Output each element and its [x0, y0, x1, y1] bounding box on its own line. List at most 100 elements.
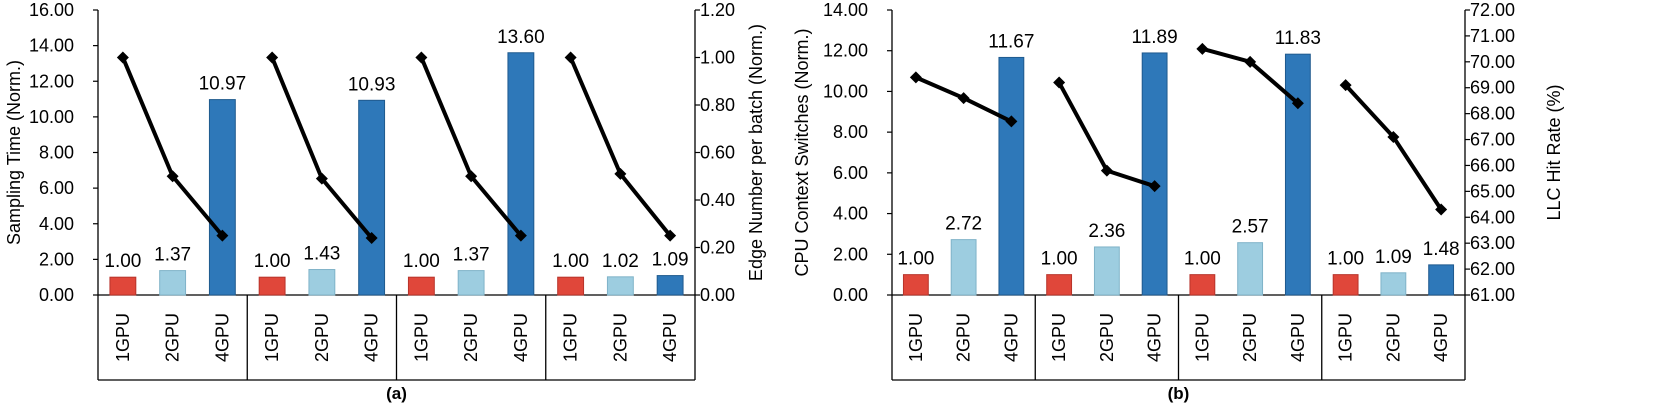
chart1-line-point — [116, 51, 129, 64]
chart2-bar-data-label: 2.57 — [1232, 217, 1269, 238]
chart2-y-tick-label: 4.00 — [833, 204, 868, 224]
chart1-y-tick-label: 6.00 — [39, 178, 74, 198]
chart2-y-tick-label: 14.00 — [823, 0, 868, 20]
chart1-bar-data-label: 1.09 — [652, 250, 689, 271]
chart1-y-axis-title: Sampling Time (Norm.) — [4, 60, 24, 245]
chart1-bar-2gpu — [159, 270, 187, 296]
chart1-bar-data-label: 1.43 — [303, 244, 340, 265]
chart2-line-point — [1100, 164, 1113, 177]
chart2-y2-tick-label: 65.00 — [1470, 181, 1515, 201]
chart1-bar-4gpu — [507, 52, 535, 296]
chart1-line-point — [415, 51, 428, 64]
chart2-bar-2gpu — [1237, 242, 1264, 296]
chart2-y-tick-label: 2.00 — [833, 244, 868, 264]
chart2-line-point — [1005, 115, 1018, 128]
chart2-bar-data-label: 2.36 — [1088, 221, 1125, 242]
chart2-category-label: 1GPU — [906, 313, 926, 362]
chart1-bar-1gpu — [407, 276, 435, 296]
chart1-caption: (a) — [386, 384, 407, 403]
chart2-bar-data-label: 2.72 — [945, 214, 982, 235]
chart2-caption: (b) — [1168, 384, 1190, 403]
chart2-y2-tick-label: 71.00 — [1470, 26, 1515, 46]
chart1-category-label: 1GPU — [411, 313, 431, 362]
chart2-line-point — [1244, 55, 1257, 68]
chart1-bar-4gpu — [208, 99, 236, 296]
chart2-bar-4gpu — [1284, 53, 1311, 296]
chart2-line-point — [1339, 79, 1352, 92]
chart2-y-tick-label: 8.00 — [833, 122, 868, 142]
chart1-category-label: 1GPU — [262, 313, 282, 362]
chart1-bar-data-label: 10.93 — [348, 74, 396, 95]
chart2-line-series — [1344, 83, 1443, 211]
chart1-category-label: 2GPU — [312, 313, 332, 362]
chart1-y-tick-label: 0.00 — [39, 285, 74, 305]
chart1-bar-4gpu — [358, 99, 386, 296]
chart1-y-tick-label: 12.00 — [29, 71, 74, 91]
chart1-category-label: 2GPU — [461, 313, 481, 362]
chart2-bar-data-label: 1.00 — [1041, 249, 1078, 270]
chart1-category-label: 4GPU — [362, 313, 382, 362]
chart1-bar-data-label: 10.97 — [199, 74, 247, 95]
chart1-line-point — [465, 170, 478, 183]
chart1-y2-tick-label: 0.40 — [700, 190, 735, 210]
chart2-y2-tick-label: 68.00 — [1470, 104, 1515, 124]
chart2-y-tick-label: 12.00 — [823, 41, 868, 61]
chart1-line-point — [614, 167, 627, 180]
chart1-bar-data-label: 1.02 — [602, 251, 639, 272]
chart1-bar-data-label: 1.37 — [453, 245, 490, 266]
chart2-bar-data-label: 11.83 — [1275, 28, 1321, 49]
chart2-bar-2gpu — [950, 239, 977, 296]
chart1-category-label: 4GPU — [511, 313, 531, 362]
chart2-y2-tick-label: 62.00 — [1470, 259, 1515, 279]
chart2-category-label: 4GPU — [1001, 313, 1021, 362]
chart2-bar-4gpu — [1428, 264, 1455, 296]
chart2-category-label: 4GPU — [1288, 313, 1308, 362]
chart1-y-tick-label: 16.00 — [29, 0, 74, 20]
chart2-category-label: 1GPU — [1049, 313, 1069, 362]
chart1-bar-data-label: 1.00 — [403, 251, 440, 272]
chart2-bar-data-label: 1.00 — [1184, 249, 1221, 270]
chart2-bar-data-label: 11.67 — [988, 31, 1034, 52]
chart1-y-tick-label: 2.00 — [39, 249, 74, 269]
chart1-category-label: 1GPU — [113, 313, 133, 362]
chart1-y2-tick-label: 0.60 — [700, 143, 735, 163]
chart2-y-tick-label: 10.00 — [823, 81, 868, 101]
chart1-y2-tick-label: 0.20 — [700, 238, 735, 258]
chart2-category-label: 1GPU — [1336, 313, 1356, 362]
chart1-line-point — [365, 232, 378, 244]
chart2-line-point — [1196, 42, 1209, 55]
chart1-line-point — [315, 172, 328, 185]
chart2-bar-data-label: 11.89 — [1132, 27, 1178, 48]
chart1-y-tick-label: 14.00 — [29, 36, 74, 56]
chart2-category-label: 2GPU — [1240, 313, 1260, 362]
chart1-bar-2gpu — [457, 270, 485, 296]
chart2-line-point — [1387, 130, 1400, 143]
chart1-y2-tick-label: 1.20 — [700, 0, 735, 20]
chart1-y2-axis-title: Edge Number per batch (Norm.) — [746, 24, 766, 281]
chart1-line-point — [266, 51, 279, 64]
chart1-line-point — [564, 51, 577, 64]
chart1-line-point — [664, 229, 677, 242]
chart1-line-point — [166, 170, 179, 183]
chart2-line-point — [957, 92, 970, 105]
chart2-category-label: 2GPU — [1097, 313, 1117, 362]
chart1-bar-data-label: 1.00 — [104, 251, 141, 272]
chart2-y2-tick-label: 63.00 — [1470, 233, 1515, 253]
chart2-bar-data-label: 1.09 — [1375, 247, 1412, 268]
chart2-y2-tick-label: 66.00 — [1470, 155, 1515, 175]
chart2-category-label: 2GPU — [1383, 313, 1403, 362]
chart1-bar-data-label: 1.00 — [552, 251, 589, 272]
chart2-bar-2gpu — [1093, 246, 1120, 296]
chart1-bar-data-label: 13.60 — [497, 27, 545, 48]
chart1-line-series — [568, 56, 672, 237]
chart2-category-label: 1GPU — [1192, 313, 1212, 362]
chart2-bar-1gpu — [1332, 274, 1359, 296]
chart1-y-tick-label: 10.00 — [29, 107, 74, 127]
chart1-category-label: 4GPU — [660, 313, 680, 362]
chart1-bar-2gpu — [308, 269, 336, 296]
chart2-y2-tick-label: 70.00 — [1470, 52, 1515, 72]
chart1-bar-1gpu — [258, 276, 286, 296]
chart2-y2-axis-title: LLC Hit Rate (%) — [1544, 84, 1564, 220]
chart1-bar-1gpu — [109, 276, 137, 296]
chart1-bar-data-label: 1.37 — [154, 245, 191, 266]
